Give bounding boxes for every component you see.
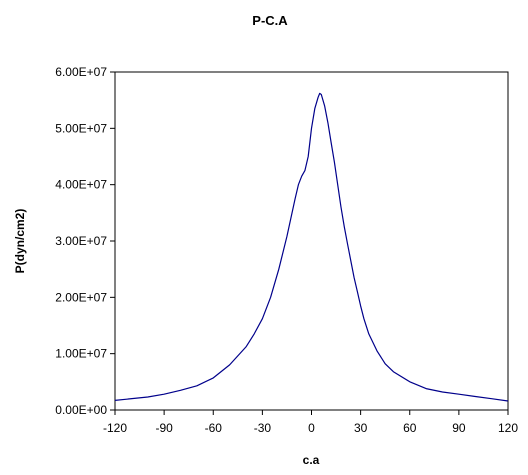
y-tick-label: 0.00E+00 [55,403,107,417]
series-line [114,92,509,402]
plot-frame [114,71,509,411]
x-tick-label: 120 [498,421,518,435]
y-tick-label: 3.00E+07 [55,234,107,248]
x-tick-label: -30 [254,421,272,435]
x-tick-label: -120 [103,421,127,435]
plot-area: -120 -90 -60 -30 0 30 60 90 120 0.00E+00 1.00E+07 2… [55,65,518,435]
x-tick-label: -60 [205,421,223,435]
y-tick-label: 5.00E+07 [55,121,107,135]
y-axis-label: P(dyn/cm2) [13,209,27,274]
x-tick-label: 0 [308,421,315,435]
x-tick-label: -90 [155,421,173,435]
x-tick-label: 60 [403,421,417,435]
x-tick-label: 90 [452,421,466,435]
x-axis-label: c.a [303,453,320,467]
y-tick-label: 1.00E+07 [55,347,107,361]
x-tick-label: 30 [354,421,368,435]
y-tick-label: 2.00E+07 [55,290,107,304]
chart-title: P-C.A [252,13,288,28]
y-tick-label: 6.00E+07 [55,65,107,79]
y-tick-label: 4.00E+07 [55,178,107,192]
